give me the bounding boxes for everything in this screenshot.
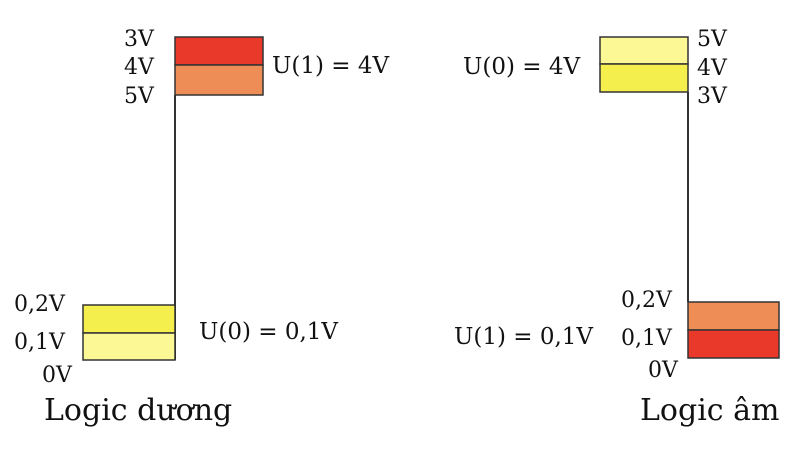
positive-low-tick-0-1v: 0,1V (14, 330, 66, 355)
positive-low-tick-0v: 0V (42, 363, 73, 388)
positive-high-lower-band (174, 64, 264, 96)
positive-logic-group: 3V 4V 5V 0,2V 0,1V 0V U(1) = 4V U(0) = 0… (14, 27, 389, 428)
negative-low-tick-0v: 0V (648, 358, 679, 383)
negative-low-lower-band (687, 329, 780, 359)
negative-low-tick-0-2v: 0,2V (621, 288, 673, 313)
negative-high-equation: U(0) = 4V (463, 54, 580, 80)
negative-low-equation: U(1) = 0,1V (454, 324, 593, 350)
negative-high-tick-5v: 5V (697, 27, 728, 52)
positive-high-tick-3v: 3V (124, 27, 155, 52)
positive-high-upper-band (174, 36, 264, 66)
negative-high-tick-3v: 3V (697, 84, 728, 109)
negative-high-upper-band (599, 36, 689, 65)
negative-low-tick-0-1v: 0,1V (621, 326, 673, 351)
positive-high-tick-4v: 4V (124, 55, 155, 80)
positive-low-lower-band (82, 332, 176, 361)
negative-logic-caption: Logic âm (640, 393, 779, 428)
positive-low-equation: U(0) = 0,1V (199, 319, 338, 345)
negative-low-upper-band (687, 301, 780, 331)
negative-high-lower-band (599, 63, 689, 93)
positive-high-tick-5v: 5V (124, 84, 155, 109)
negative-high-tick-4v: 4V (697, 56, 728, 81)
positive-high-equation: U(1) = 4V (272, 53, 389, 79)
positive-low-tick-0-2v: 0,2V (14, 292, 66, 317)
positive-low-upper-band (82, 304, 176, 334)
negative-logic-group: 5V 4V 3V 0,2V 0,1V 0V U(0) = 4V U(1) = 0… (454, 27, 780, 428)
positive-logic-caption: Logic dương (44, 393, 232, 428)
